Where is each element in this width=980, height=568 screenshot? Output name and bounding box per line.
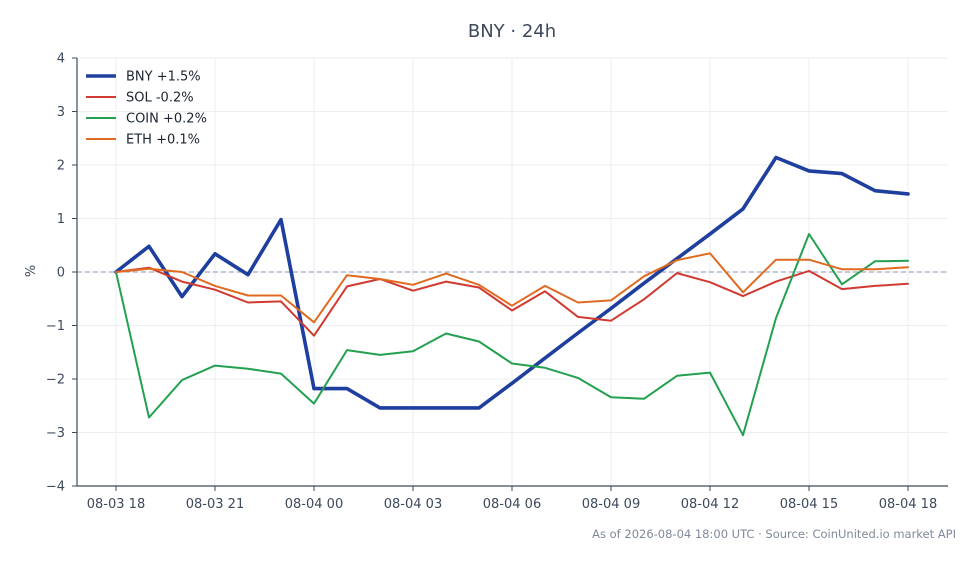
source-note: As of 2026-08-04 18:00 UTC · Source: Coi… [592, 527, 956, 541]
legend-label-1: SOL -0.2% [126, 91, 194, 106]
y-tick-label: −3 [46, 426, 65, 441]
y-tick-label: 0 [57, 266, 65, 281]
legend-label-3: ETH +0.1% [126, 133, 200, 148]
axes: −4 −3 −2 −1 0 1 2 3 4 08-03 18 08-03 21 08-04 00 08-… [46, 52, 948, 512]
series-line-3 [115, 252, 909, 324]
series-line-1 [115, 266, 909, 337]
y-tick-label: −4 [46, 480, 65, 495]
x-tick-label: 08-04 06 [483, 497, 541, 512]
y-tick-label: 2 [57, 159, 65, 174]
y-tick-label: 3 [57, 105, 65, 120]
legend-label-2: COIN +0.2% [126, 112, 207, 127]
legend: BNY +1.5% SOL -0.2% COIN +0.2% ETH +0.1% [86, 70, 207, 148]
x-tick-label: 08-03 21 [186, 497, 244, 512]
series-lines [114, 155, 910, 437]
y-tick-label: −1 [46, 319, 65, 334]
x-tick-label: 08-04 15 [780, 497, 838, 512]
x-tick-label: 08-04 00 [285, 497, 343, 512]
x-tick-label: 08-04 18 [879, 497, 937, 512]
x-tick-label: 08-04 12 [681, 497, 739, 512]
x-tick-label: 08-03 18 [87, 497, 145, 512]
y-tick-label: 1 [57, 212, 65, 227]
legend-label-0: BNY +1.5% [126, 70, 201, 85]
series-line-2 [115, 233, 909, 437]
y-tick-label: 4 [57, 52, 65, 67]
y-tick-label: −2 [46, 373, 65, 388]
y-axis-label: % [24, 265, 39, 277]
x-tick-label: 08-04 09 [582, 497, 640, 512]
chart-title: BNY · 24h [468, 21, 556, 42]
x-tick-label: 08-04 03 [384, 497, 442, 512]
series-line-0 [114, 155, 910, 410]
